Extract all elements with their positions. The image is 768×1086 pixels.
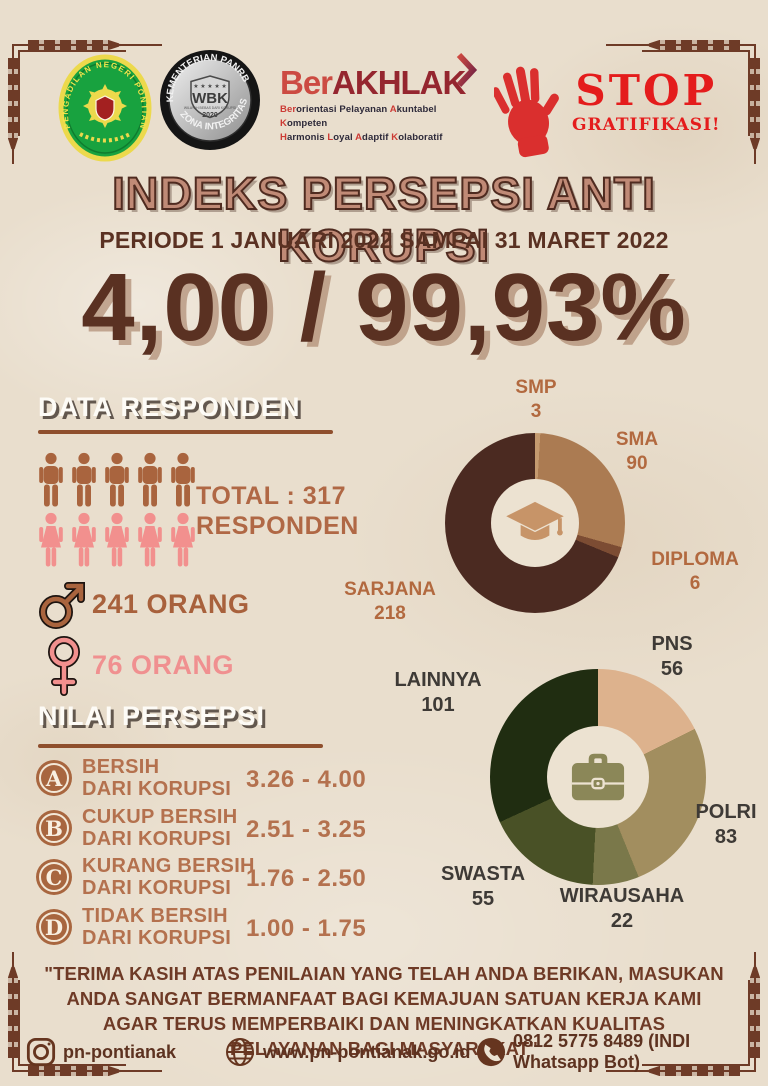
footer-contact-bar: pn-pontianak www.pn-pontianak.go.id 0812… <box>26 1031 752 1073</box>
globe-icon <box>226 1038 254 1066</box>
graduation-cap-icon <box>506 501 564 541</box>
label-pns: PNS 56 <box>651 633 693 680</box>
label-smp: SMP 3 <box>515 377 557 422</box>
website-contact[interactable]: www.pn-pontianak.go.id <box>224 1036 476 1068</box>
heading-underline <box>38 430 333 434</box>
period-subtitle: PERIODE 1 JANUARI 2022 SAMPAI 31 MARET 2… <box>99 227 669 253</box>
whatsapp-number: 0812 5775 8489 (INDI Whatsapp Bot) <box>513 1031 691 1072</box>
label-wirausaha: WIRAUSAHA 22 <box>559 885 685 932</box>
instagram-icon <box>26 1037 56 1067</box>
index-score: 4,00 / 99,93% <box>81 254 687 361</box>
occupation-donut-chart <box>490 669 706 885</box>
occupation-donut-hole <box>547 726 649 828</box>
grade-range: 2.51 - 3.25 <box>246 816 367 843</box>
grade-badge-b: B <box>36 810 72 846</box>
heading-underline <box>38 744 323 748</box>
court-seal-logo: PENGADILAN NEGERI PONTIANAK <box>58 54 152 162</box>
grade-label: CUKUP BERSIH DARI KORUPSI <box>82 806 238 850</box>
label-swasta: SWASTA 55 <box>440 863 526 910</box>
label-polri: POLRI 83 <box>695 801 757 848</box>
female-pictogram-row <box>36 512 198 569</box>
grade-range: 1.00 - 1.75 <box>246 915 367 942</box>
berakhlak-tagline-line1: Berorientasi Pelayanan Akuntabel Kompete… <box>280 104 437 129</box>
medal-sub-text: WILAYAH BEBAS DARI KORUPSI <box>184 106 236 110</box>
instagram-handle: pn-pontianak <box>63 1041 176 1062</box>
logo-row: PENGADILAN NEGERI PONTIANAK KEMENTERIAN … <box>0 48 768 163</box>
briefcase-icon <box>571 753 625 801</box>
stop-gratifikasi-logo: STOP GRATIFIKASI! <box>494 60 724 160</box>
medal-stars: ★ ★ ★ ★ ★ <box>193 83 227 90</box>
page-title: INDEKS PERSEPSI ANTI KORUPSI <box>111 167 656 272</box>
grade-range: 1.76 - 2.50 <box>246 865 367 892</box>
female-symbol-icon <box>48 636 80 696</box>
male-count-label: 241 ORANG <box>92 589 250 619</box>
male-symbol-icon <box>39 582 85 629</box>
grade-badge-d: D <box>36 909 72 945</box>
wbk-zona-integritas-medal: KEMENTERIAN PANRB ZONA INTEGRITAS ★ ★ ★ … <box>160 50 260 150</box>
section-heading-data-responden: DATA RESPONDEN <box>38 392 301 422</box>
grade-label: TIDAK BERSIH DARI KORUPSI <box>82 905 232 949</box>
medal-wbk-text: WBK <box>192 90 228 107</box>
label-sma: SMA 90 <box>615 429 659 474</box>
thank-you-quote: "TERIMA KASIH ATAS PENILAIAN YANG TELAH … <box>44 963 724 1059</box>
berakhlak-wordmark: BerAKHLAK <box>280 64 466 101</box>
berakhlak-arrow-icon <box>456 52 478 88</box>
label-sarjana: SARJANA 218 <box>344 579 436 624</box>
grade-badge-a: A <box>36 760 72 796</box>
berakhlak-tagline-line2: Harmonis Loyal Adaptif Kolaboratif <box>280 131 443 143</box>
label-lainnya: LAINNYA 101 <box>394 669 482 716</box>
instagram-contact[interactable]: pn-pontianak <box>26 1037 224 1067</box>
stop-gratifikasi-text: STOP GRATIFIKASI! <box>572 66 721 135</box>
medal-year: 2020 <box>202 112 218 119</box>
grade-row-d: D TIDAK BERSIH DARI KORUPSI 1.00 - 1.75 <box>36 905 436 955</box>
grade-row-b: B CUKUP BERSIH DARI KORUPSI 2.51 - 3.25 <box>36 806 436 856</box>
berakhlak-logo: BerAKHLAK Berorientasi Pelayanan Akuntab… <box>280 52 480 144</box>
male-pictogram-row <box>36 452 198 509</box>
grade-label: BERSIH DARI KORUPSI <box>82 756 232 800</box>
whatsapp-icon <box>476 1037 506 1067</box>
grade-row-c: C KURANG BERSIH DARI KORUPSI 1.76 - 2.50 <box>36 855 436 905</box>
hand-stop-icon <box>494 66 559 158</box>
education-donut-hole <box>491 479 579 567</box>
female-count-label: 76 ORANG <box>92 650 235 680</box>
grade-row-a: A BERSIH DARI KORUPSI 3.26 - 4.00 <box>36 756 436 806</box>
label-diploma: DIPLOMA 6 <box>651 549 739 594</box>
section-heading-nilai-persepsi: NILAI PERSEPSI <box>38 701 266 731</box>
grade-range: 3.26 - 4.00 <box>246 766 367 793</box>
grade-badge-c: C <box>36 859 72 895</box>
grade-label: KURANG BERSIH DARI KORUPSI <box>82 855 255 899</box>
whatsapp-contact[interactable]: 0812 5775 8489 (INDI Whatsapp Bot) <box>476 1031 752 1073</box>
education-donut-chart <box>445 433 625 613</box>
website-url: www.pn-pontianak.go.id <box>263 1041 471 1062</box>
total-responden-label: TOTAL : 317 RESPONDEN <box>196 482 359 540</box>
